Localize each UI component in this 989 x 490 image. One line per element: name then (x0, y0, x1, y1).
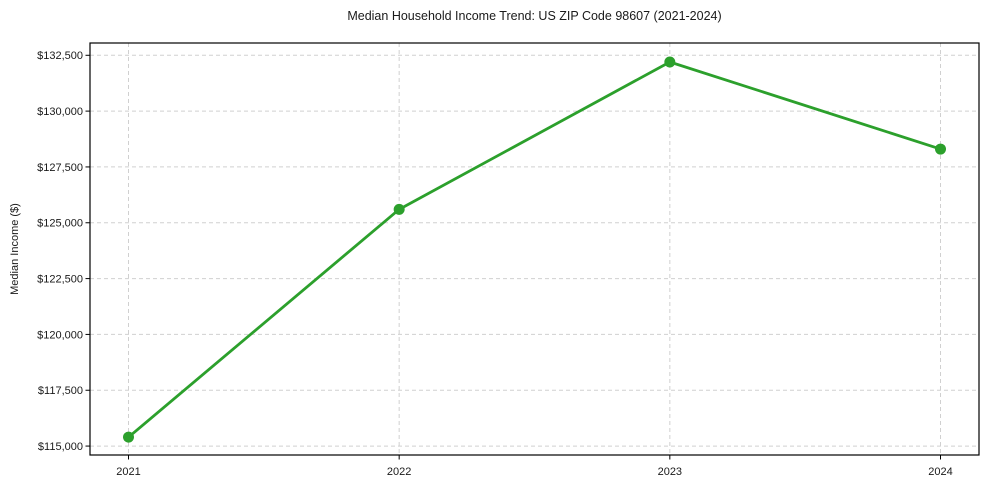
chart-title: Median Household Income Trend: US ZIP Co… (347, 9, 722, 23)
y-tick-label: $122,500 (37, 273, 83, 285)
x-tick-label: 2023 (658, 466, 682, 478)
data-point (123, 431, 134, 443)
y-tick-label: $132,500 (37, 50, 83, 62)
data-point (393, 203, 405, 215)
data-point (935, 143, 946, 155)
x-tick-label: 2024 (928, 466, 952, 478)
y-tick-label: $115,000 (38, 441, 83, 453)
data-point (664, 56, 676, 68)
y-tick-label: $117,500 (38, 385, 83, 397)
trend-line (127, 60, 942, 439)
y-tick-label: $127,500 (37, 162, 83, 174)
y-tick-label: $125,000 (37, 218, 83, 230)
x-tick-label: 2022 (387, 466, 411, 478)
y-tick-label: $120,000 (37, 329, 83, 341)
y-tick-label: $130,000 (37, 106, 83, 118)
plot-border (89, 42, 980, 456)
x-tick-label: 2021 (116, 466, 140, 478)
